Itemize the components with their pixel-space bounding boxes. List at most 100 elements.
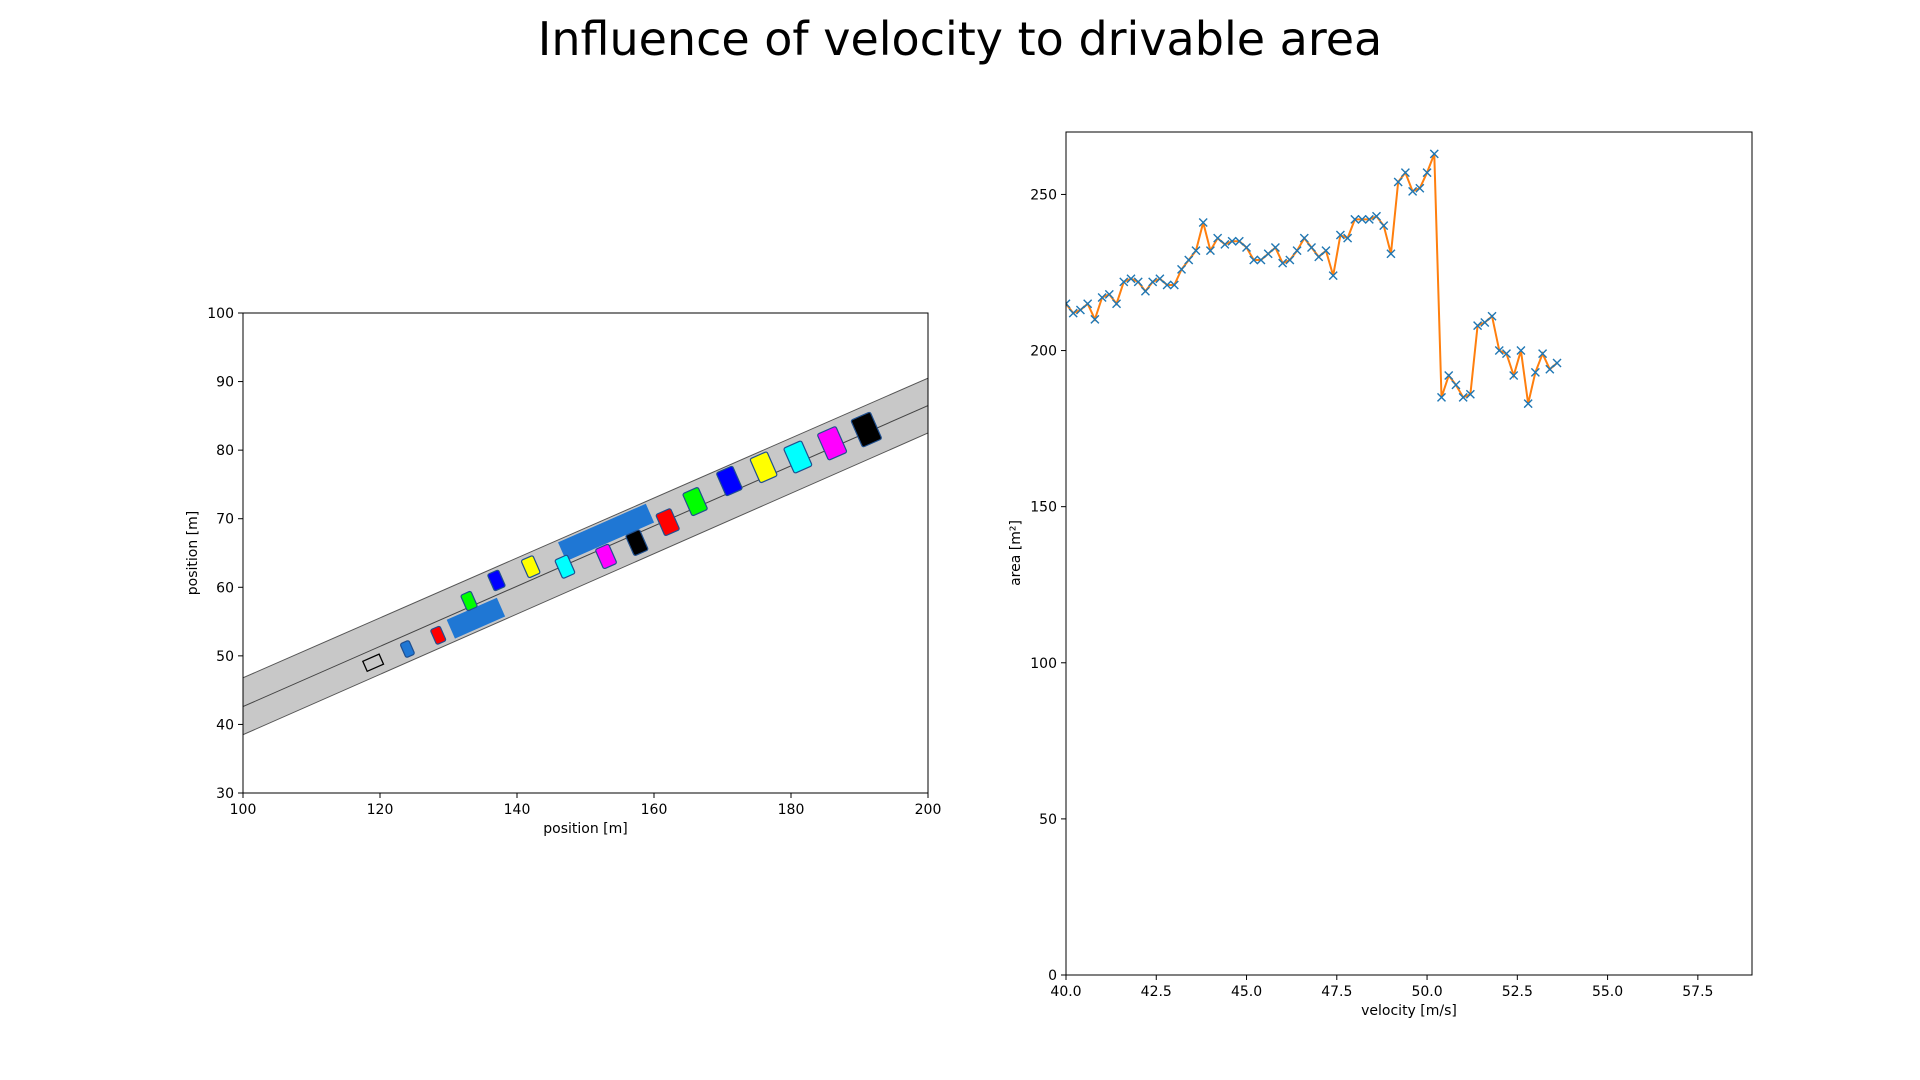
data-point-marker xyxy=(1169,280,1179,290)
data-point xyxy=(1364,214,1374,224)
data-point xyxy=(1357,214,1367,224)
data-point xyxy=(1270,243,1280,253)
data-point-marker xyxy=(1393,177,1403,187)
x-tick-label: 52.5 xyxy=(1502,984,1533,1000)
x-tick-label: 180 xyxy=(778,802,805,818)
y-tick-label: 60 xyxy=(216,580,234,596)
data-point-marker xyxy=(1444,371,1454,381)
data-point-marker xyxy=(1155,274,1165,284)
x-tick-label: 200 xyxy=(915,802,942,818)
data-point xyxy=(1278,258,1288,268)
x-tick-label: 140 xyxy=(504,802,531,818)
data-point-marker xyxy=(1458,392,1468,402)
data-point xyxy=(1516,346,1526,356)
data-point xyxy=(1545,364,1555,374)
reachable-set xyxy=(783,440,813,474)
data-point-marker xyxy=(1386,249,1396,259)
reachable-set xyxy=(749,451,778,484)
y-tick-label: 150 xyxy=(1030,500,1057,516)
y-tick-label: 200 xyxy=(1030,344,1057,360)
data-point xyxy=(1422,168,1432,178)
data-point-marker xyxy=(1501,349,1511,359)
x-tick-label: 47.5 xyxy=(1321,984,1352,1000)
y-tick-label: 90 xyxy=(216,375,234,391)
data-point-marker xyxy=(1552,358,1562,368)
data-point xyxy=(1299,233,1309,243)
data-point xyxy=(1126,274,1136,284)
data-point-marker xyxy=(1242,243,1252,253)
data-point-marker xyxy=(1328,271,1338,281)
data-point xyxy=(1205,246,1215,256)
data-point-marker xyxy=(1415,183,1425,193)
data-point-marker xyxy=(1372,211,1382,221)
data-point-marker xyxy=(1140,286,1150,296)
data-point-marker xyxy=(1285,255,1295,265)
y-tick-label: 50 xyxy=(1039,812,1057,828)
x-tick-label: 40.0 xyxy=(1050,984,1081,1000)
data-point xyxy=(1119,277,1129,287)
data-point xyxy=(1473,321,1483,331)
data-point-marker xyxy=(1429,149,1439,159)
data-point xyxy=(1090,314,1100,324)
data-point xyxy=(1066,299,1071,309)
data-point-marker xyxy=(1400,168,1410,178)
data-point xyxy=(1501,349,1511,359)
data-point-marker xyxy=(1162,280,1172,290)
reachable-set xyxy=(850,411,882,448)
obstacle-vehicle xyxy=(446,597,506,639)
data-point-marker xyxy=(1083,299,1093,309)
data-point-marker xyxy=(1299,233,1309,243)
data-point-marker xyxy=(1473,321,1483,331)
data-point-marker xyxy=(1148,277,1158,287)
ego-vehicle xyxy=(361,653,385,673)
reachable-set xyxy=(625,529,649,556)
data-point-marker xyxy=(1075,305,1085,315)
data-point-marker xyxy=(1213,233,1223,243)
data-point-marker xyxy=(1509,371,1519,381)
area-plot-frame xyxy=(1065,131,1753,976)
data-point-marker xyxy=(1494,346,1504,356)
data-point-marker xyxy=(1097,292,1107,302)
x-tick-label: 42.5 xyxy=(1141,984,1172,1000)
data-point-marker xyxy=(1350,214,1360,224)
data-point xyxy=(1321,246,1331,256)
data-point xyxy=(1263,249,1273,259)
data-point-marker xyxy=(1307,243,1317,253)
scenario-x-axis-label: position [m] xyxy=(543,821,627,837)
data-point-marker xyxy=(1126,274,1136,284)
reachable-set xyxy=(716,465,743,497)
data-point xyxy=(1162,280,1172,290)
data-point xyxy=(1256,255,1266,265)
data-point xyxy=(1400,168,1410,178)
data-point xyxy=(1335,230,1345,240)
data-point xyxy=(1148,277,1158,287)
data-point xyxy=(1372,211,1382,221)
data-point xyxy=(1140,286,1150,296)
scenario-plot-frame xyxy=(242,312,929,794)
data-point-marker xyxy=(1545,364,1555,374)
area-series-line xyxy=(1066,153,1558,404)
data-point xyxy=(1068,308,1078,318)
x-tick-label: 160 xyxy=(641,802,668,818)
data-point xyxy=(1177,264,1187,274)
data-point-marker xyxy=(1292,246,1302,256)
data-point-marker xyxy=(1256,255,1266,265)
data-point-marker xyxy=(1133,277,1143,287)
data-point xyxy=(1480,317,1490,327)
data-point-marker xyxy=(1422,168,1432,178)
data-point xyxy=(1249,255,1259,265)
y-tick-label: 70 xyxy=(216,512,234,528)
data-point-marker xyxy=(1335,230,1345,240)
x-tick-label: 45.0 xyxy=(1231,984,1262,1000)
data-point xyxy=(1465,389,1475,399)
area-velocity-plot: 40.0 42.5 45.0 47.5 50.0 52.5 55.0 57.5 0 50 100 15… xyxy=(1008,131,1753,1019)
y-tick-label: 80 xyxy=(216,443,234,459)
data-point-marker xyxy=(1112,299,1122,309)
data-point xyxy=(1083,299,1093,309)
data-point-marker xyxy=(1357,214,1367,224)
data-point-marker xyxy=(1234,236,1244,246)
data-point xyxy=(1133,277,1143,287)
y-tick-label: 100 xyxy=(207,306,234,322)
data-point-marker xyxy=(1066,299,1071,305)
